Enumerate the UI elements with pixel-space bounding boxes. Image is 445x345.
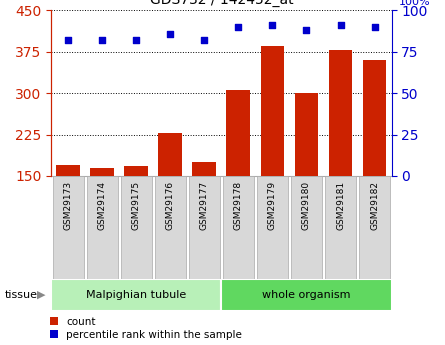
Bar — [227, 90, 251, 176]
Point — [201, 37, 208, 43]
Bar — [222, 279, 392, 311]
Text: GSM29177: GSM29177 — [200, 181, 209, 230]
Bar — [53, 176, 84, 279]
Bar — [158, 133, 182, 176]
Point — [167, 31, 174, 36]
Bar — [260, 46, 284, 176]
Point — [65, 37, 72, 43]
Text: GSM29181: GSM29181 — [336, 181, 345, 230]
Bar — [328, 50, 352, 176]
Title: GDS732 / 142452_at: GDS732 / 142452_at — [150, 0, 293, 7]
Bar — [363, 60, 387, 176]
Text: tissue: tissue — [4, 290, 37, 300]
Bar — [51, 279, 222, 311]
Bar — [291, 176, 322, 279]
Point — [235, 24, 242, 30]
Bar — [192, 162, 216, 176]
Text: whole organism: whole organism — [262, 290, 351, 300]
Point — [269, 22, 276, 28]
Bar — [359, 176, 390, 279]
Bar — [90, 168, 114, 176]
Text: ▶: ▶ — [37, 290, 45, 300]
Point — [133, 37, 140, 43]
Text: GSM29180: GSM29180 — [302, 181, 311, 230]
Text: GSM29176: GSM29176 — [166, 181, 175, 230]
Bar — [56, 165, 80, 176]
Text: GSM29173: GSM29173 — [64, 181, 73, 230]
Bar — [295, 93, 319, 176]
Point — [371, 24, 378, 30]
Bar — [124, 166, 148, 176]
Text: 100%: 100% — [398, 0, 430, 7]
Bar — [223, 176, 254, 279]
Point — [337, 22, 344, 28]
Point — [99, 37, 106, 43]
Bar — [155, 176, 186, 279]
Bar — [121, 176, 152, 279]
Bar — [189, 176, 220, 279]
Bar — [325, 176, 356, 279]
Bar — [257, 176, 288, 279]
Text: Malpighian tubule: Malpighian tubule — [86, 290, 186, 300]
Text: GSM29178: GSM29178 — [234, 181, 243, 230]
Bar — [87, 176, 117, 279]
Text: GSM29175: GSM29175 — [132, 181, 141, 230]
Legend: count, percentile rank within the sample: count, percentile rank within the sample — [50, 317, 242, 340]
Point — [303, 28, 310, 33]
Text: GSM29174: GSM29174 — [98, 181, 107, 230]
Text: GSM29179: GSM29179 — [268, 181, 277, 230]
Text: GSM29182: GSM29182 — [370, 181, 379, 230]
